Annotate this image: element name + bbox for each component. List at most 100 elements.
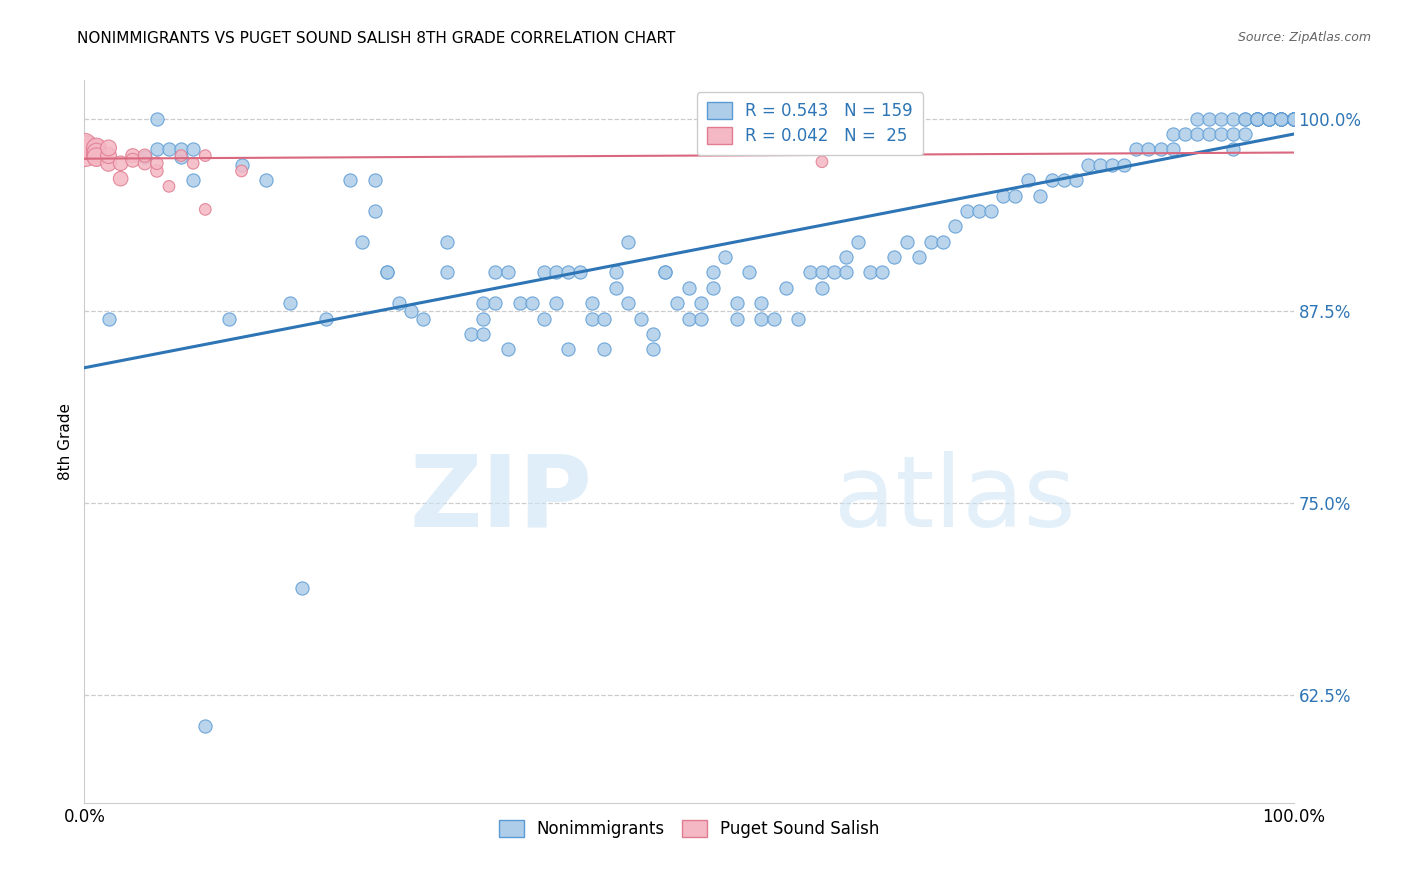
Point xyxy=(97,148,120,162)
Point xyxy=(1282,112,1305,126)
Point xyxy=(496,343,519,357)
Y-axis label: 8th Grade: 8th Grade xyxy=(58,403,73,480)
Point xyxy=(725,311,748,326)
Point xyxy=(1174,127,1197,141)
Point xyxy=(1258,112,1281,126)
Point xyxy=(678,281,700,295)
Point xyxy=(872,265,894,279)
Point xyxy=(134,150,156,164)
Point xyxy=(1282,112,1305,126)
Point xyxy=(883,250,905,264)
Point xyxy=(363,173,385,187)
Point xyxy=(1282,112,1305,126)
Point xyxy=(1017,173,1039,187)
Point xyxy=(1185,112,1208,126)
Point xyxy=(1125,143,1147,157)
Point xyxy=(956,203,979,218)
Point xyxy=(593,343,616,357)
Point xyxy=(134,148,156,162)
Point xyxy=(1209,112,1232,126)
Point xyxy=(811,154,834,169)
Point xyxy=(146,156,169,170)
Point xyxy=(194,719,217,733)
Point xyxy=(557,343,579,357)
Point xyxy=(86,148,108,162)
Point xyxy=(1282,112,1305,126)
Point xyxy=(509,296,531,310)
Point xyxy=(993,188,1015,202)
Point xyxy=(641,326,664,341)
Point xyxy=(121,148,143,162)
Point xyxy=(363,203,385,218)
Point xyxy=(786,311,808,326)
Point xyxy=(751,296,773,310)
Point xyxy=(375,265,398,279)
Point xyxy=(134,156,156,170)
Point xyxy=(278,296,301,310)
Point xyxy=(617,235,640,249)
Point xyxy=(1270,112,1292,126)
Point xyxy=(472,326,495,341)
Point xyxy=(1282,112,1305,126)
Point xyxy=(181,173,204,187)
Point xyxy=(157,179,180,194)
Point xyxy=(1282,112,1305,126)
Point xyxy=(460,326,482,341)
Point xyxy=(823,265,845,279)
Point xyxy=(533,265,555,279)
Point xyxy=(967,203,990,218)
Point xyxy=(775,281,797,295)
Point xyxy=(1028,188,1050,202)
Point xyxy=(1270,112,1292,126)
Point xyxy=(231,164,253,178)
Point xyxy=(339,173,361,187)
Point xyxy=(1088,158,1111,172)
Point xyxy=(1101,158,1123,172)
Point xyxy=(932,235,955,249)
Point xyxy=(1282,112,1305,126)
Point xyxy=(73,139,96,153)
Point xyxy=(484,296,506,310)
Point xyxy=(1282,112,1305,126)
Point xyxy=(1282,112,1305,126)
Point xyxy=(315,311,337,326)
Point xyxy=(1234,112,1257,126)
Point xyxy=(702,281,724,295)
Point xyxy=(690,296,713,310)
Point xyxy=(1258,112,1281,126)
Point xyxy=(1222,143,1244,157)
Point xyxy=(1246,112,1268,126)
Point xyxy=(690,311,713,326)
Point xyxy=(1053,173,1076,187)
Point xyxy=(641,343,664,357)
Point xyxy=(581,311,603,326)
Point xyxy=(811,281,834,295)
Point xyxy=(436,235,458,249)
Point xyxy=(472,311,495,326)
Point xyxy=(1282,112,1305,126)
Point xyxy=(146,143,169,157)
Point xyxy=(569,265,592,279)
Point xyxy=(1209,127,1232,141)
Point xyxy=(835,265,858,279)
Point xyxy=(436,265,458,279)
Point xyxy=(472,296,495,310)
Point xyxy=(1270,112,1292,126)
Point xyxy=(1258,112,1281,126)
Point xyxy=(86,143,108,157)
Point xyxy=(146,112,169,126)
Point xyxy=(121,153,143,168)
Point xyxy=(1282,112,1305,126)
Point xyxy=(1270,112,1292,126)
Point xyxy=(181,156,204,170)
Point xyxy=(170,148,193,162)
Point xyxy=(1258,112,1281,126)
Point xyxy=(1149,143,1171,157)
Point xyxy=(194,202,217,217)
Text: atlas: atlas xyxy=(834,450,1076,548)
Point xyxy=(254,173,277,187)
Point xyxy=(980,203,1002,218)
Point xyxy=(1004,188,1026,202)
Point xyxy=(1282,112,1305,126)
Point xyxy=(146,164,169,178)
